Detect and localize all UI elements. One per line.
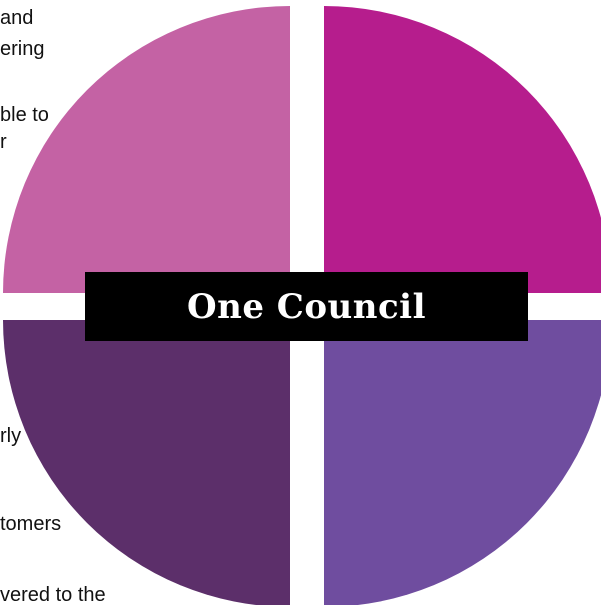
text-fragment-1: and: [0, 7, 34, 29]
center-banner: One Council: [85, 272, 528, 341]
text-fragment-4: r: [0, 131, 7, 153]
quadrant-bottom-right: [324, 320, 601, 605]
text-fragment-7: vered to the: [0, 584, 106, 605]
quadrant-top-right: [324, 6, 601, 293]
quadrant-top-left: [3, 6, 290, 293]
center-label: One Council: [186, 286, 427, 327]
text-fragment-5: rly: [0, 425, 22, 447]
text-fragment-3: ble to: [0, 104, 49, 126]
text-fragment-2: ering: [0, 38, 45, 60]
text-fragment-6: tomers: [0, 513, 62, 535]
quadrant-bottom-left: [3, 320, 290, 605]
